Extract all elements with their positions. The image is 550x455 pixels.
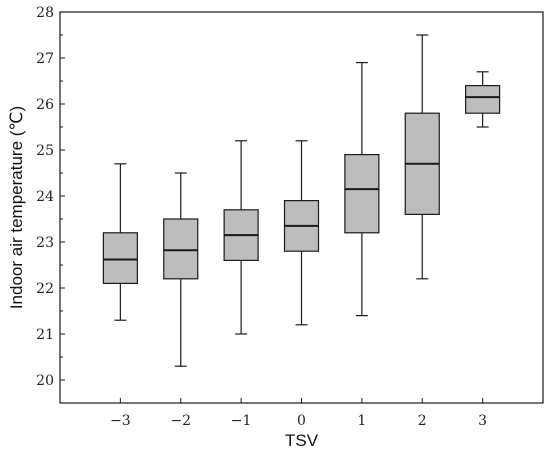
iqr-box [344,154,380,234]
iqr-box [163,218,199,280]
box--3 [102,163,138,321]
x-tick-label: 2 [418,413,427,429]
y-axis-ticks: 20 21 22 23 24 25 26 27 28 [36,5,65,389]
y-tick-label: 23 [36,235,54,251]
box-1 [344,61,380,317]
x-tick-label: −2 [170,413,191,429]
y-tick-label: 22 [36,281,54,297]
x-tick-label: 1 [357,413,366,429]
x-tick-label: 0 [297,413,306,429]
y-tick-label: 25 [36,143,54,159]
box--2 [163,172,199,367]
y-axis-label: Indoor air temperature (℃) [7,106,26,309]
x-axis-ticks: −3 −2 −1 0 1 2 3 [110,398,487,429]
x-tick-label: 3 [478,413,487,429]
plot-frame [59,11,544,404]
y-tick-label: 27 [36,51,54,67]
y-tick-label: 21 [36,327,54,343]
x-axis-label: TSV [285,431,319,450]
y-tick-label: 28 [36,5,54,21]
y-tick-label: 20 [36,373,54,389]
box-0 [283,140,320,326]
y-tick-label: 26 [36,97,54,113]
box-series [102,34,501,367]
y-tick-label: 24 [36,189,54,205]
box-2 [404,34,440,280]
box-3 [465,71,501,128]
x-tick-label: −3 [110,413,131,429]
iqr-box [102,232,138,285]
box--1 [223,140,259,335]
iqr-box [465,84,501,114]
x-tick-label: −1 [231,413,252,429]
